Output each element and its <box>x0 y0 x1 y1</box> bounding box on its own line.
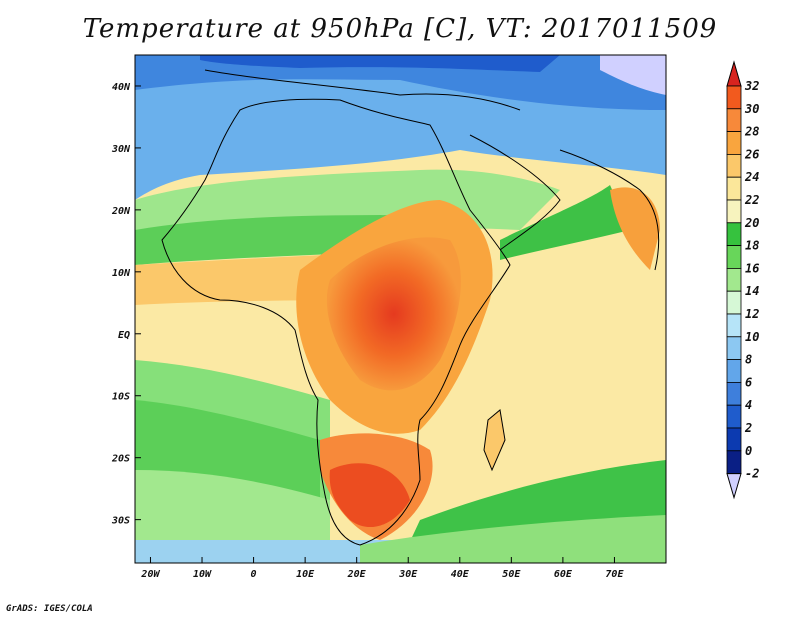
latitude-ticks: 40N 30N 20N 10N EQ 10S 20S 30S <box>111 82 141 527</box>
colorbar-lower-triangle <box>726 473 742 500</box>
colorbar-segment <box>726 381 742 406</box>
coastlines <box>161 69 660 546</box>
colorbar-segment <box>726 336 742 360</box>
lat-tick-label: 20N <box>111 206 131 217</box>
colorbar-label: 22 <box>744 193 759 207</box>
colorbar-label: 10 <box>745 330 759 344</box>
lon-tick-label: 40E <box>451 569 470 580</box>
colorbar-segment <box>726 359 742 383</box>
colorbar-segment <box>726 427 742 452</box>
lat-tick-label: 10S <box>112 392 130 403</box>
colorbar-label: 16 <box>745 261 759 275</box>
colorbar-label: 32 <box>744 79 759 93</box>
colorbar-segment <box>726 404 742 429</box>
lat-tick-label: 30S <box>111 516 130 527</box>
colorbar-label: 4 <box>745 398 752 412</box>
colorbar-segment <box>726 245 742 269</box>
colorbar-label: 2 <box>744 421 752 435</box>
colorbar-segment <box>726 131 742 155</box>
temperature-field <box>135 55 666 563</box>
colorbar-segment <box>726 176 742 201</box>
lon-tick-label: 20E <box>347 569 367 580</box>
lon-tick-label: 30E <box>398 569 418 580</box>
colorbar-label: 6 <box>745 375 752 389</box>
colorbar-label: 30 <box>744 102 759 116</box>
colorbar-segment <box>726 267 742 292</box>
lon-tick-label: 20W <box>140 569 160 580</box>
colorbar-segment <box>726 290 742 315</box>
colorbar-label: 8 <box>745 353 752 367</box>
lat-tick-label: 10N <box>112 268 131 279</box>
colorbar-label: -2 <box>745 467 759 481</box>
colorbar-label: 0 <box>745 444 752 458</box>
lat-tick-label: 20S <box>111 454 130 465</box>
grads-credit: GrADS: IGES/COLA <box>6 604 93 614</box>
lon-tick-label: 10E <box>296 569 315 580</box>
colorbar-upper-triangle <box>726 60 742 87</box>
lat-tick-label: 30N <box>111 144 131 155</box>
colorbar-segment <box>726 313 742 338</box>
longitude-ticks: 20W 10W 0 10E 20E 30E 40E 50E 60E 70E <box>140 557 624 580</box>
lon-tick-label: 60E <box>554 569 573 580</box>
colorbar-label: 26 <box>744 147 759 161</box>
colorbar-label: 28 <box>744 125 759 139</box>
map-title: Temperature at 950hPa [C], VT: 201701150… <box>82 14 718 44</box>
lon-tick-label: 10W <box>193 569 212 580</box>
colorbar-label: 20 <box>744 216 759 230</box>
colorbar-segment <box>726 85 742 110</box>
lon-tick-label: 70E <box>605 569 624 580</box>
colorbar-segment <box>726 153 742 178</box>
colorbar-segment <box>726 222 742 247</box>
colorbar-label: 18 <box>745 239 759 253</box>
colorbar-segment <box>726 199 742 224</box>
colorbar-label: 14 <box>745 284 759 298</box>
lat-tick-label: 40N <box>112 82 131 93</box>
lat-tick-label: EQ <box>118 330 130 341</box>
colorbar-segment <box>726 108 742 133</box>
colorbar-label: 24 <box>744 170 759 184</box>
lon-tick-label: 0 <box>251 569 257 580</box>
colorbar-segment <box>726 450 742 474</box>
plot-frame <box>134 54 667 564</box>
colorbar-label: 12 <box>745 307 759 321</box>
lon-tick-label: 50E <box>502 569 521 580</box>
